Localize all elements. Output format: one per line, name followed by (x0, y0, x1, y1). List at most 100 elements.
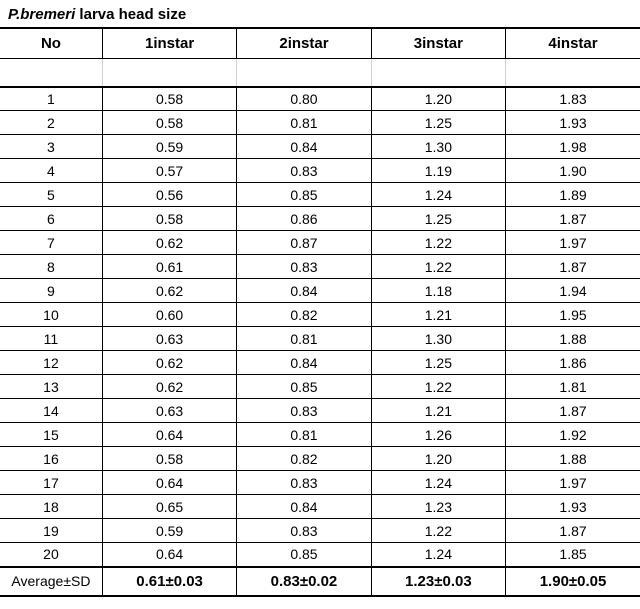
table-row: 10.580.801.201.83 (0, 87, 640, 111)
cell: 15 (0, 423, 102, 447)
cell: 1.90 (506, 159, 640, 183)
spacer-row (0, 59, 640, 87)
cell: 0.85 (237, 543, 371, 567)
cell: 0.58 (102, 111, 236, 135)
cell: 1.93 (506, 111, 640, 135)
cell: 0.82 (237, 303, 371, 327)
cell: 13 (0, 375, 102, 399)
cell: 20 (0, 543, 102, 567)
table-row: 160.580.821.201.88 (0, 447, 640, 471)
summary-4instar: 1.90±0.05 (506, 567, 640, 596)
cell: 0.83 (237, 519, 371, 543)
cell: 7 (0, 231, 102, 255)
table-row: 150.640.811.261.92 (0, 423, 640, 447)
cell: 1.86 (506, 351, 640, 375)
cell: 10 (0, 303, 102, 327)
cell: 1.25 (371, 351, 505, 375)
summary-3instar: 1.23±0.03 (371, 567, 505, 596)
cell: 1.22 (371, 231, 505, 255)
cell: 0.81 (237, 111, 371, 135)
cell: 0.83 (237, 471, 371, 495)
cell: 0.86 (237, 207, 371, 231)
cell: 0.61 (102, 255, 236, 279)
cell: 4 (0, 159, 102, 183)
cell: 1.22 (371, 255, 505, 279)
cell: 8 (0, 255, 102, 279)
cell: 0.82 (237, 447, 371, 471)
table-row: 170.640.831.241.97 (0, 471, 640, 495)
cell: 0.59 (102, 135, 236, 159)
cell: 1.24 (371, 183, 505, 207)
cell: 0.85 (237, 375, 371, 399)
cell: 0.64 (102, 543, 236, 567)
cell: 1.19 (371, 159, 505, 183)
cell: 1.21 (371, 303, 505, 327)
cell: 0.62 (102, 375, 236, 399)
cell: 5 (0, 183, 102, 207)
cell: 0.64 (102, 423, 236, 447)
table-row: 100.600.821.211.95 (0, 303, 640, 327)
cell: 18 (0, 495, 102, 519)
table-body: 10.580.801.201.8320.580.811.251.9330.590… (0, 87, 640, 567)
cell: 19 (0, 519, 102, 543)
col-header-1instar: 1instar (102, 28, 236, 59)
cell: 0.63 (102, 327, 236, 351)
table-row: 120.620.841.251.86 (0, 351, 640, 375)
col-header-4instar: 4instar (506, 28, 640, 59)
cell: 11 (0, 327, 102, 351)
cell: 1.24 (371, 543, 505, 567)
cell: 0.84 (237, 279, 371, 303)
cell: 1.87 (506, 399, 640, 423)
cell: 1.97 (506, 471, 640, 495)
cell: 0.83 (237, 159, 371, 183)
cell: 1.87 (506, 207, 640, 231)
cell: 0.84 (237, 351, 371, 375)
cell: 1.98 (506, 135, 640, 159)
cell: 1.18 (371, 279, 505, 303)
cell: 1.24 (371, 471, 505, 495)
cell: 1 (0, 87, 102, 111)
cell: 1.22 (371, 375, 505, 399)
table-row: 140.630.831.211.87 (0, 399, 640, 423)
cell: 6 (0, 207, 102, 231)
cell: 14 (0, 399, 102, 423)
table-row: 190.590.831.221.87 (0, 519, 640, 543)
cell: 0.59 (102, 519, 236, 543)
cell: 1.87 (506, 519, 640, 543)
table-row: 180.650.841.231.93 (0, 495, 640, 519)
table-row: 90.620.841.181.94 (0, 279, 640, 303)
summary-2instar: 0.83±0.02 (237, 567, 371, 596)
cell: 0.62 (102, 351, 236, 375)
cell: 0.81 (237, 423, 371, 447)
cell: 0.81 (237, 327, 371, 351)
cell: 1.20 (371, 447, 505, 471)
table-row: 110.630.811.301.88 (0, 327, 640, 351)
table-row: 50.560.851.241.89 (0, 183, 640, 207)
table-row: 20.580.811.251.93 (0, 111, 640, 135)
col-header-3instar: 3instar (371, 28, 505, 59)
cell: 1.23 (371, 495, 505, 519)
cell: 1.85 (506, 543, 640, 567)
cell: 0.84 (237, 495, 371, 519)
cell: 0.63 (102, 399, 236, 423)
table-row: 130.620.851.221.81 (0, 375, 640, 399)
table-row: 30.590.841.301.98 (0, 135, 640, 159)
table-row: 80.610.831.221.87 (0, 255, 640, 279)
cell: 1.30 (371, 135, 505, 159)
cell: 1.89 (506, 183, 640, 207)
title-species: P.bremeri (8, 6, 75, 23)
cell: 2 (0, 111, 102, 135)
cell: 0.58 (102, 87, 236, 111)
page-title: P.bremeri larva head size (0, 0, 640, 27)
cell: 1.30 (371, 327, 505, 351)
cell: 0.80 (237, 87, 371, 111)
cell: 0.57 (102, 159, 236, 183)
table-row: 70.620.871.221.97 (0, 231, 640, 255)
cell: 1.83 (506, 87, 640, 111)
cell: 0.58 (102, 207, 236, 231)
table-foot: Average±SD 0.61±0.03 0.83±0.02 1.23±0.03… (0, 567, 640, 596)
cell: 1.25 (371, 111, 505, 135)
cell: 1.20 (371, 87, 505, 111)
table-row: 60.580.861.251.87 (0, 207, 640, 231)
cell: 0.83 (237, 399, 371, 423)
